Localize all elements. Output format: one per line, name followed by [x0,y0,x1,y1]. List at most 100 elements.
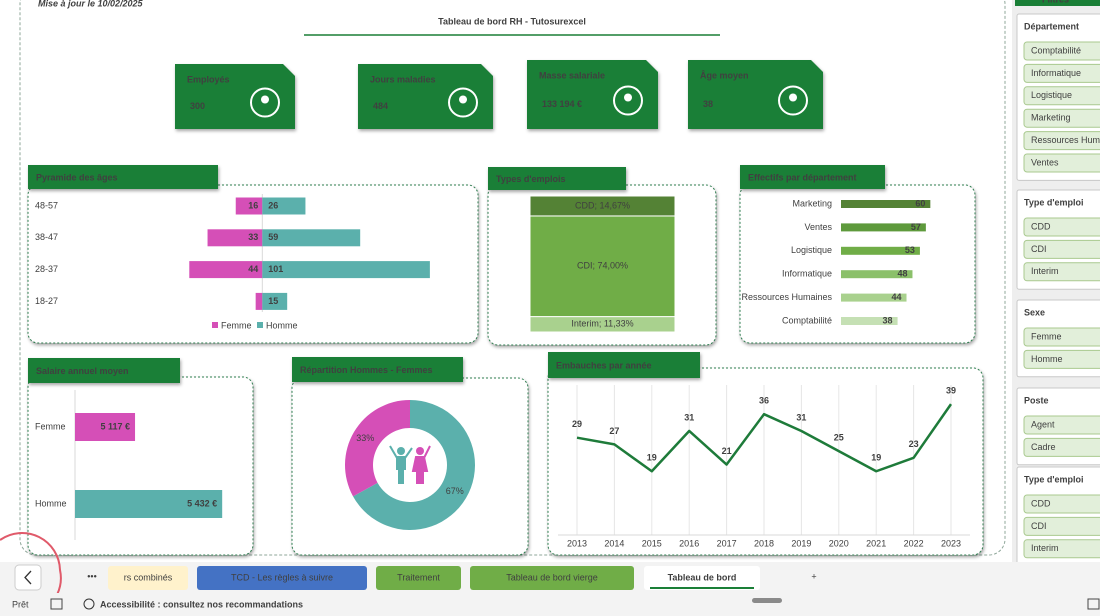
category-label: 18-27 [35,296,58,306]
data-label: 16 [248,200,258,210]
slicer-item[interactable] [1023,239,1100,259]
data-label: 5 432 € [187,498,217,508]
scroll-handle[interactable] [752,598,782,603]
chart-title-tab [488,167,626,190]
bar [841,200,931,208]
sheet-tab-label[interactable]: Traitement [397,572,440,582]
slicer-item[interactable] [1023,217,1100,237]
filter-title: Filtres [1042,0,1069,4]
kpi-icon [613,85,643,116]
data-label: 5 117 € [101,421,131,431]
sheet-tab-label[interactable]: Tableau de bord [668,572,737,582]
bar [841,293,907,302]
data-label: 59 [268,232,278,242]
data-label: 31 [684,412,694,422]
slicer-item[interactable] [1023,349,1100,369]
slicer-item[interactable] [1023,108,1100,128]
data-label: 27 [609,426,619,436]
legend-label: Femme [221,320,252,330]
slicer-item[interactable] [1023,86,1100,106]
category-label: 38-47 [35,232,58,242]
category-label: Femme [35,421,66,431]
slicer-item-label: Cadre [1031,442,1056,452]
tab-nav-button[interactable] [14,564,42,591]
sheet-tab[interactable] [644,566,760,590]
sheet-tab[interactable] [108,566,188,590]
slicer-item-label: Interim [1031,266,1059,276]
x-tick-label: 2023 [941,538,961,548]
sheet-tab[interactable] [197,566,367,590]
slicer-item[interactable] [1023,539,1100,559]
bar [841,270,913,279]
category-label: Homme [35,498,67,508]
slicer-title: Type d'emploi [1024,197,1083,207]
stack-segment [529,215,676,318]
donut-slice [353,400,475,530]
slicer-title: Département [1024,21,1079,31]
sheet-tab-label[interactable]: TCD - Les règles à suivre [231,572,333,582]
category-label: 28-37 [35,264,58,274]
data-label: 31 [796,412,806,422]
legend-label: Homme [266,320,298,330]
slicer-item[interactable] [1023,327,1100,347]
category-label: Ressources Humaines [741,292,832,302]
donut-slice [345,400,410,497]
kpi-icon [448,87,478,118]
display-icon[interactable] [1087,598,1100,610]
slicer-item[interactable] [1023,437,1100,457]
kpi-icon-detail [789,93,797,102]
data-label: 26 [268,200,278,210]
slicer-item[interactable] [1023,415,1100,435]
x-tick-label: 2018 [754,538,774,548]
x-tick-label: 2019 [791,538,811,548]
sheet-tab-label[interactable]: rs combinés [124,572,173,582]
slicer-item[interactable] [1023,262,1100,282]
category-label: 48-57 [35,200,58,210]
slicer-title: Poste [1024,395,1049,405]
slicer-item-label: Informatique [1031,68,1081,78]
bar-homme [262,197,306,215]
bar [75,490,223,518]
data-label: 23 [909,439,919,449]
slicer-item[interactable] [1023,63,1100,83]
bar [841,246,920,255]
slicer-item[interactable] [1023,153,1100,173]
category-label: Ventes [804,222,832,232]
slicer-item-label: Homme [1031,354,1063,364]
slicer-item[interactable] [1023,131,1100,151]
slicer-item-label: Ressources Humaines [1031,135,1100,145]
category-label: Logistique [791,245,832,255]
sheet-tab-label[interactable]: Tableau de bord vierge [506,572,598,582]
sheet-tab[interactable] [470,566,634,590]
kpi-icon [250,87,280,118]
chart-title-tab [292,357,463,382]
dashboard-title: Tableau de bord RH - Tutosurexcel [438,16,586,26]
data-label: 48 [897,269,907,279]
data-label: 29 [572,419,582,429]
data-label: 21 [722,446,732,456]
sheet-tab[interactable] [376,566,461,590]
slicer-item-label: Agent [1031,419,1055,429]
bar-femme [235,197,263,215]
data-label: 38 [883,315,893,325]
chart-title: Pyramide des âges [36,172,118,182]
slicer-item[interactable] [1023,41,1100,61]
slicer-item[interactable] [1023,516,1100,536]
kpi-value: 38 [703,99,713,109]
legend-swatch [257,322,263,328]
data-label: 33 [248,232,258,242]
tab-more[interactable]: ••• [87,571,96,581]
chart-title-tab [740,165,885,189]
slicer-item[interactable] [1023,494,1100,514]
icon-woman [411,445,431,484]
accessibility-icon[interactable] [83,598,95,610]
icon-man [389,445,413,484]
status-accessibility[interactable]: Accessibilité : consultez nos recommanda… [100,599,303,609]
kpi-icon-detail [459,95,467,104]
data-label: 44 [248,264,258,274]
kpi-icon-detail [261,95,269,104]
chart-title-tab [28,358,180,383]
add-sheet[interactable]: + [811,571,816,581]
slicer-item-label: CDI [1031,244,1047,254]
